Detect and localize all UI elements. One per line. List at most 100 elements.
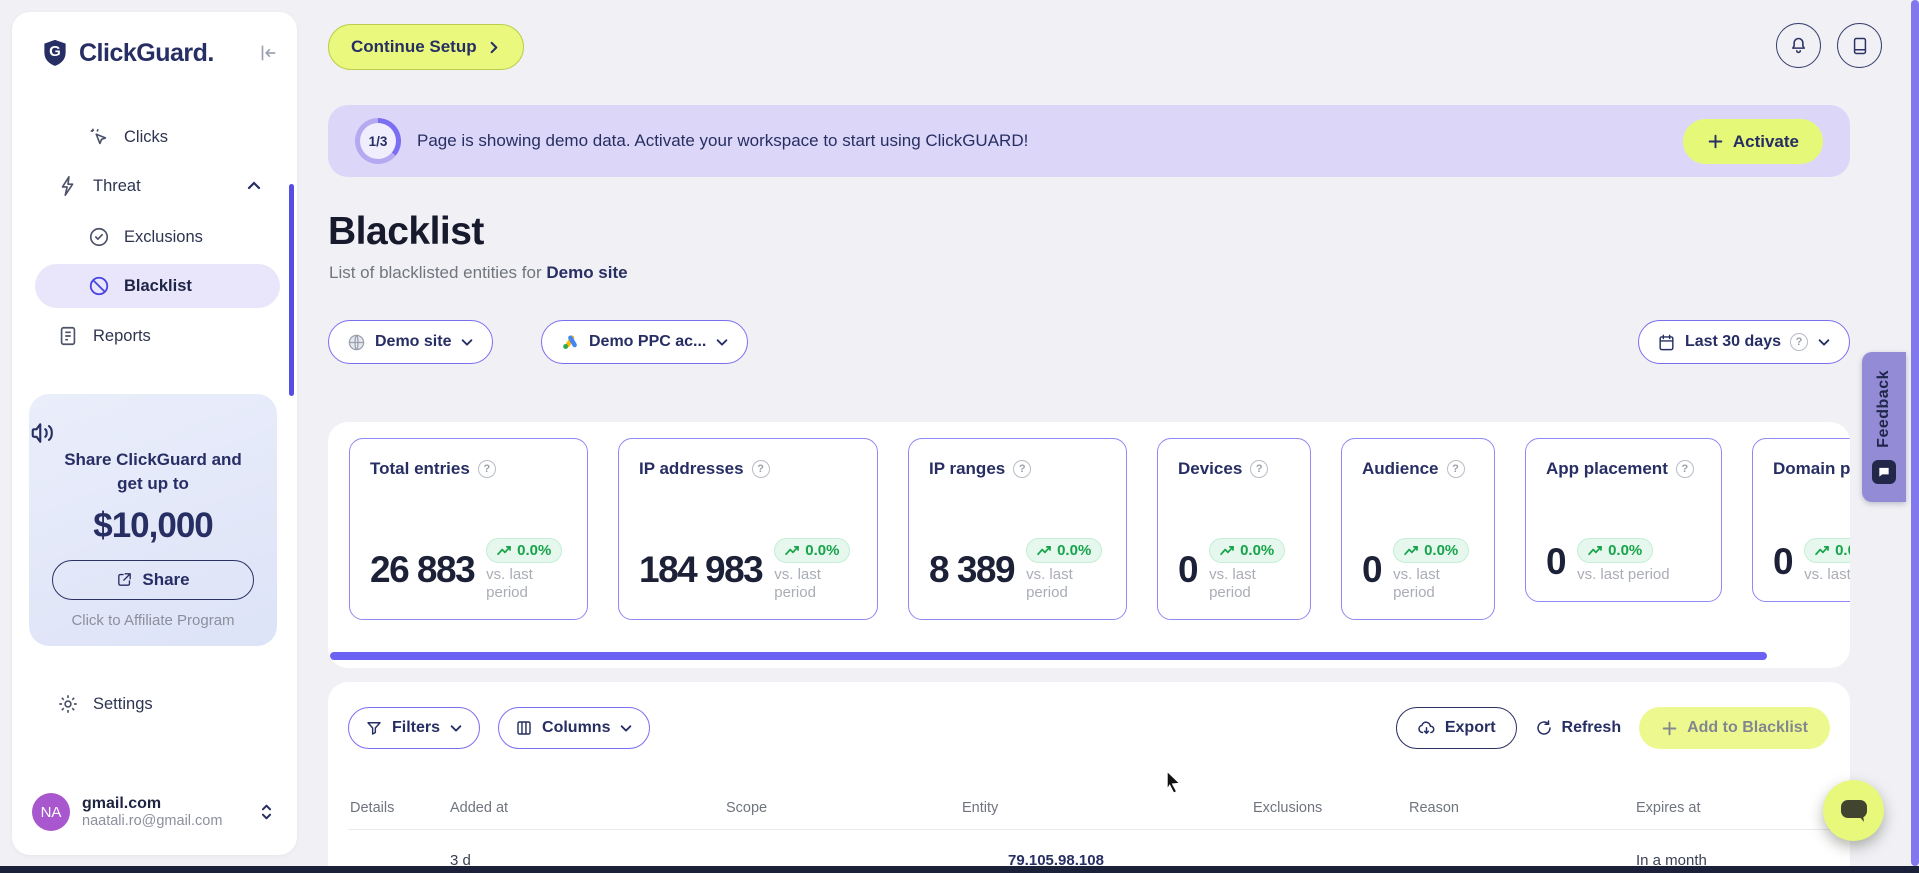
column-header-details[interactable]: Details	[350, 800, 395, 816]
sidebar-item-exclusions[interactable]: Exclusions	[35, 215, 280, 259]
stat-delta: 0.0%	[1424, 541, 1459, 559]
stat-compare: vs. last period	[486, 565, 533, 602]
help-icon[interactable]: ?	[1250, 460, 1269, 478]
feedback-chat-icon	[1872, 459, 1896, 484]
stat-delta: 0.0%	[1057, 541, 1092, 559]
site-selector-value: Demo site	[375, 333, 452, 350]
help-icon[interactable]: ?	[1675, 460, 1694, 478]
cursor-click-icon	[88, 126, 110, 148]
filters-button[interactable]: Filters	[348, 707, 481, 749]
help-icon[interactable]: ?	[477, 460, 496, 478]
workspace-switcher[interactable]: NA gmail.com naatali.ro@gmail.com	[32, 788, 280, 836]
shield-logo-icon: G	[40, 38, 70, 68]
table-header-row: Details Added at Scope Entity Exclusions…	[348, 794, 1850, 830]
setup-progress-value: 1/3	[360, 123, 396, 159]
sidebar-nav-scrollbar[interactable]	[289, 184, 294, 396]
column-header-scope[interactable]: Scope	[726, 800, 768, 816]
ban-icon	[88, 275, 110, 297]
continue-setup-label: Continue Setup	[351, 37, 477, 56]
subtitle-site-name: Demo site	[546, 263, 628, 282]
ppc-account-value: Demo PPC ac...	[589, 333, 707, 350]
activate-button[interactable]: Activate	[1682, 119, 1823, 164]
cell-expires-at: In a month	[1636, 852, 1707, 866]
trend-up-icon	[1220, 545, 1234, 555]
bell-icon	[1788, 35, 1809, 56]
stat-compare: vs. last period	[1209, 565, 1256, 602]
sidebar-item-reports[interactable]: Reports	[35, 314, 280, 358]
chevron-down-icon	[460, 335, 474, 349]
sidebar-item-threat[interactable]: Threat	[35, 164, 280, 208]
notifications-button[interactable]	[1776, 23, 1821, 68]
docs-button[interactable]	[1837, 23, 1882, 68]
sidebar: G ClickGuard. Clicks Threat Exclusions B…	[12, 12, 297, 855]
add-to-blacklist-button[interactable]: Add to Blacklist	[1639, 707, 1830, 749]
trend-up-icon	[1588, 546, 1602, 556]
column-header-added-at[interactable]: Added at	[450, 800, 509, 816]
stat-delta: 0.0%	[1835, 542, 1850, 560]
calendar-icon	[1657, 333, 1676, 352]
stat-delta: 0.0%	[1240, 541, 1275, 559]
promo-caption: Click to Affiliate Program	[71, 611, 235, 629]
columns-button[interactable]: Columns	[498, 707, 651, 749]
setup-progress-ring: 1/3	[355, 118, 401, 164]
stat-value: 0	[1362, 549, 1383, 591]
sidebar-item-blacklist[interactable]: Blacklist	[35, 264, 280, 308]
stat-label: Total entries	[370, 459, 470, 478]
chevron-down-icon	[1817, 335, 1831, 349]
feedback-tab[interactable]: Feedback	[1862, 352, 1906, 502]
trend-up-icon	[1404, 545, 1418, 555]
window-bottom-edge	[0, 866, 1919, 873]
stat-label: IP ranges	[929, 459, 1006, 478]
column-header-reason[interactable]: Reason	[1409, 800, 1459, 816]
column-header-entity[interactable]: Entity	[962, 800, 999, 816]
date-range-selector[interactable]: Last 30 days ?	[1637, 320, 1850, 364]
sidebar-item-label: Exclusions	[124, 227, 203, 246]
sidebar-item-label: Blacklist	[124, 276, 192, 295]
sidebar-collapse-icon[interactable]	[257, 42, 279, 64]
refresh-label: Refresh	[1561, 719, 1622, 736]
stat-label: Domain pla	[1773, 459, 1850, 478]
chat-launcher-button[interactable]	[1823, 780, 1884, 841]
stat-card-devices: Devices? 0 0.0% vs. last period	[1157, 438, 1311, 620]
stat-delta: 0.0%	[1608, 542, 1643, 560]
add-to-blacklist-label: Add to Blacklist	[1687, 719, 1808, 736]
stats-horizontal-scrollbar[interactable]	[330, 652, 1767, 660]
export-button[interactable]: Export	[1395, 707, 1517, 749]
chevron-down-icon	[449, 721, 463, 735]
share-button[interactable]: Share	[52, 559, 254, 600]
page-vertical-scrollbar[interactable]	[1911, 0, 1919, 866]
feedback-label: Feedback	[1875, 370, 1892, 448]
stat-label: Devices	[1178, 459, 1243, 478]
stat-value: 26 883	[370, 549, 476, 591]
document-icon	[57, 325, 79, 347]
sidebar-item-clicks[interactable]: Clicks	[35, 115, 280, 159]
chevron-down-icon	[619, 721, 633, 735]
refresh-button[interactable]: Refresh	[1535, 719, 1622, 737]
stat-compare: vs. last period	[774, 565, 821, 602]
plus-icon	[1707, 133, 1724, 150]
stat-card-total-entries: Total entries? 26 883 0.0% vs. last peri…	[349, 438, 588, 620]
gear-icon	[57, 693, 79, 715]
workspace-name: gmail.com	[82, 795, 162, 812]
help-icon[interactable]: ?	[1446, 460, 1465, 478]
ppc-account-selector[interactable]: Demo PPC ac...	[541, 320, 749, 364]
continue-setup-button[interactable]: Continue Setup	[328, 24, 524, 70]
stat-card-domain-placement: Domain pla? 0 0.0% vs. last period	[1752, 438, 1850, 602]
trend-up-icon	[1037, 545, 1051, 555]
stat-value: 0	[1546, 540, 1567, 582]
table-row[interactable]: 3 d 79.105.98.108 In a month	[348, 852, 1850, 866]
column-header-expires-at[interactable]: Expires at	[1636, 800, 1701, 816]
help-icon[interactable]: ?	[751, 460, 770, 478]
chat-bubble-icon	[1839, 798, 1869, 824]
stat-compare: vs. last period	[1577, 566, 1670, 584]
site-selector[interactable]: Demo site	[328, 320, 494, 364]
help-icon[interactable]: ?	[1013, 460, 1032, 478]
avatar: NA	[32, 793, 70, 831]
column-header-exclusions[interactable]: Exclusions	[1253, 800, 1323, 816]
sidebar-item-label: Threat	[93, 176, 141, 195]
cell-entity: 79.105.98.108	[1008, 852, 1104, 866]
stats-section: Total entries? 26 883 0.0% vs. last peri…	[328, 422, 1850, 668]
affiliate-promo-card[interactable]: Share ClickGuard and get up to $10,000 S…	[29, 394, 277, 646]
sidebar-item-settings[interactable]: Settings	[35, 682, 280, 726]
cell-added-at: 3 d	[450, 852, 471, 866]
